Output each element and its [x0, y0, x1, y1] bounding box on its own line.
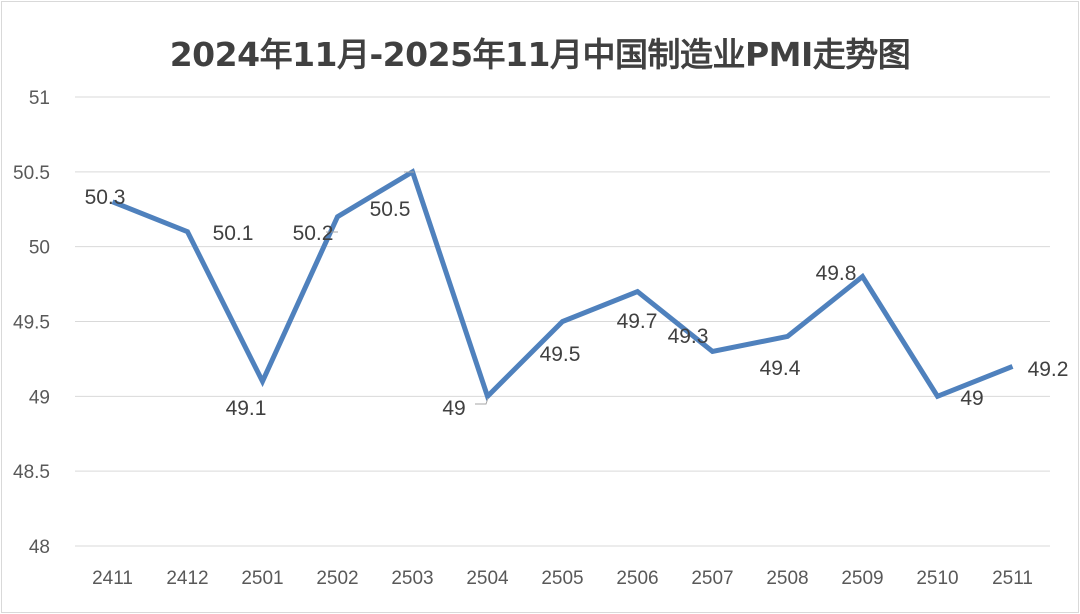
chart-title: 2024年11月-2025年11月中国制造业PMI走势图: [169, 35, 911, 74]
y-tick-label: 50: [29, 238, 50, 259]
data-label: 50.5: [370, 198, 411, 221]
y-tick-label: 48.5: [13, 462, 50, 483]
x-tick-label: 2511: [992, 568, 1033, 589]
x-tick-label: 2505: [541, 568, 583, 589]
data-label: 50.3: [85, 186, 126, 209]
y-tick-label: 48: [29, 537, 50, 558]
x-tick-label: 2411: [92, 568, 133, 589]
x-tick-label: 2502: [316, 568, 358, 589]
data-label: 49.7: [617, 310, 658, 333]
x-tick-label: 2507: [691, 568, 733, 589]
leader-line: [475, 397, 489, 405]
data-label: 49.2: [1028, 358, 1069, 381]
y-tick-label: 51: [29, 88, 50, 109]
data-label: 49.1: [226, 397, 267, 420]
y-tick-label: 49: [29, 387, 50, 408]
data-label: 49: [442, 397, 465, 420]
data-label: 49: [960, 387, 983, 410]
y-tick-label: 49.5: [13, 313, 50, 334]
data-label: 49.4: [760, 357, 801, 380]
x-tick-label: 2501: [241, 568, 283, 589]
data-label: 49.3: [668, 325, 709, 348]
data-label: 50.2: [293, 222, 334, 245]
x-tick-label: 2412: [166, 568, 208, 589]
x-tick-label: 2509: [841, 568, 883, 589]
x-tick-label: 2503: [391, 568, 433, 589]
x-tick-label: 2510: [916, 568, 958, 589]
x-tick-label: 2506: [616, 568, 658, 589]
y-tick-label: 50.5: [13, 163, 50, 184]
data-label: 49.8: [816, 262, 857, 285]
x-tick-label: 2504: [466, 568, 509, 589]
data-label: 49.5: [540, 343, 581, 366]
x-tick-label: 2508: [766, 568, 808, 589]
data-label: 50.1: [213, 222, 254, 245]
